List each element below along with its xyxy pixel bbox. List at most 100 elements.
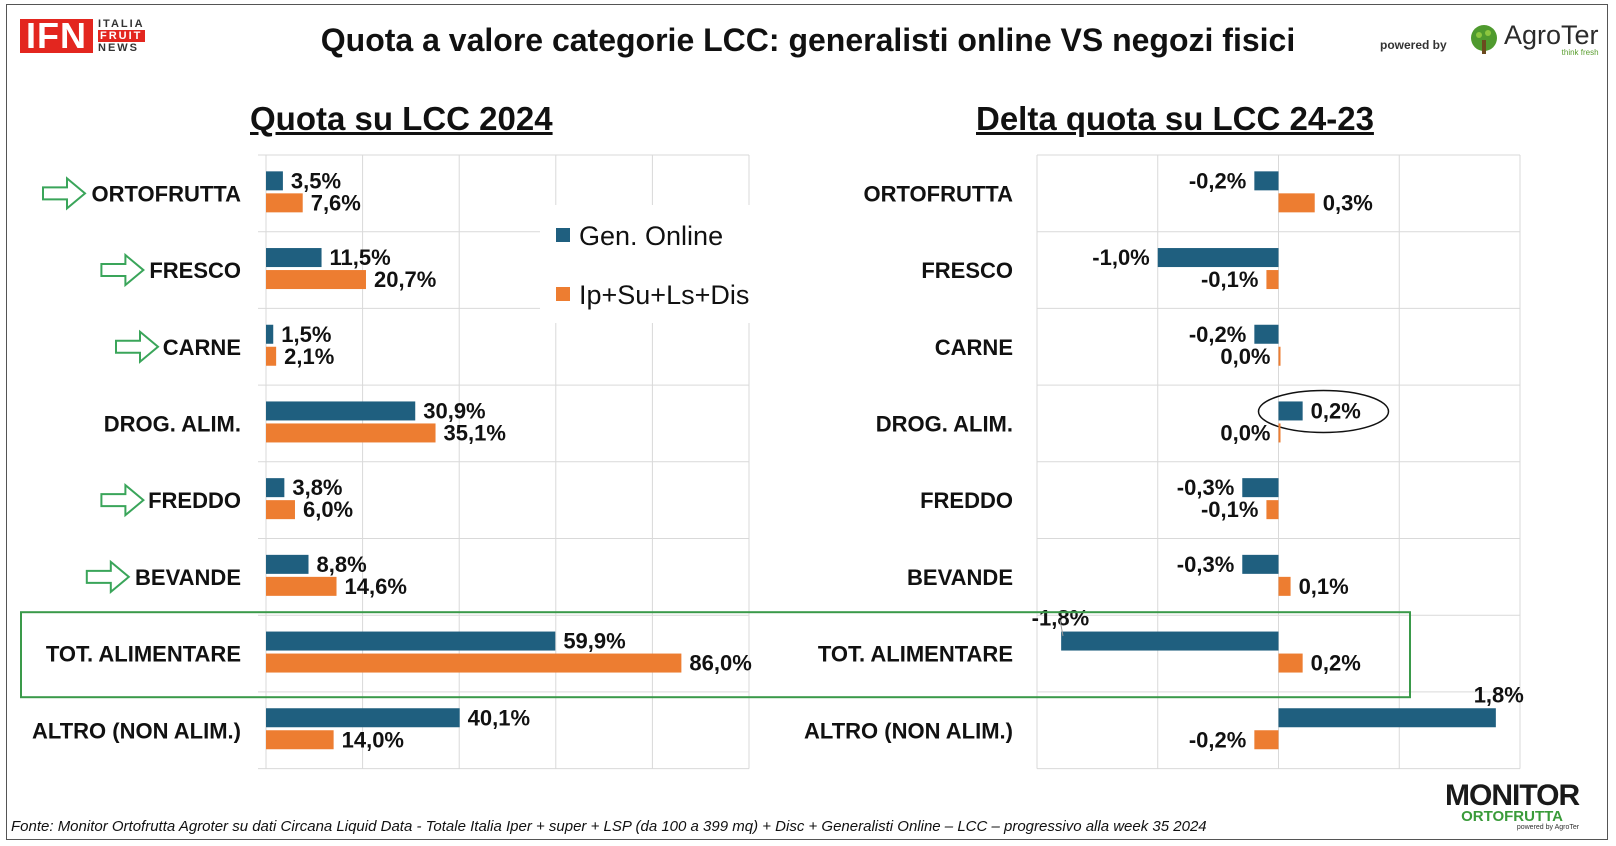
ifn-line-1: ITALIA: [98, 18, 145, 30]
left-bar-online: [266, 708, 460, 728]
right-chart-title: Delta quota su LCC 24-23: [976, 100, 1374, 137]
left-data-label: 2,1%: [284, 344, 334, 369]
right-bar-online: [1242, 554, 1279, 574]
ifn-line-2: FRUIT: [98, 30, 145, 42]
ortofrutta-word: ORTOFRUTTA: [1461, 808, 1564, 825]
monitor-powered: powered by AgroTer: [1516, 824, 1580, 831]
right-category-label: BEVANDE: [907, 565, 1013, 590]
monitor-ortofrutta-logo: MONITOR ORTOFRUTTA powered by AgroTer: [1445, 779, 1580, 832]
left-bar-physical: [266, 423, 436, 443]
right-data-label: -0,1%: [1201, 497, 1258, 522]
left-bar-physical: [266, 193, 303, 213]
left-category-label: FREDDO: [148, 488, 241, 513]
right-bar-physical: [1278, 193, 1315, 213]
right-bar-online: [1157, 248, 1279, 268]
right-bar-online: [1278, 401, 1303, 421]
right-bar-physical: [1278, 346, 1281, 366]
right-bar-physical: [1278, 423, 1281, 443]
right-data-label: 0,0%: [1220, 344, 1270, 369]
left-bar-online: [266, 478, 285, 498]
right-bar-physical: [1254, 730, 1279, 750]
right-category-label: FRESCO: [921, 258, 1013, 283]
legend-box: [540, 205, 750, 323]
left-data-label: 20,7%: [374, 267, 436, 292]
source-footnote: Fonte: Monitor Ortofrutta Agroter su dat…: [11, 818, 1207, 835]
right-arrow-icon: [100, 483, 145, 518]
left-bar-physical: [266, 500, 295, 520]
left-data-label: 7,6%: [311, 190, 361, 215]
left-bar-online: [266, 554, 309, 574]
right-data-label: -0,3%: [1177, 552, 1234, 577]
right-data-label: 0,3%: [1323, 190, 1373, 215]
left-bar-online: [266, 248, 322, 268]
powered-by-label: powered by: [1380, 38, 1447, 52]
left-data-label: 14,6%: [345, 574, 407, 599]
left-data-label: 14,0%: [342, 727, 404, 752]
left-data-label: 3,5%: [291, 168, 341, 193]
left-data-label: 86,0%: [689, 651, 751, 676]
right-category-label: CARNE: [935, 335, 1013, 360]
right-data-label: 0,2%: [1311, 651, 1361, 676]
left-bar-physical: [266, 730, 334, 750]
ifn-logo: IFN ITALIA FRUIT NEWS: [20, 18, 145, 54]
page-title: Quota a valore categorie LCC: generalist…: [320, 22, 1296, 58]
ifn-logo-text: ITALIA FRUIT NEWS: [98, 18, 145, 54]
agroter-tagline: think fresh: [1561, 48, 1599, 57]
legend-swatch-physical: [556, 287, 570, 301]
right-bar-online: [1242, 478, 1279, 498]
left-data-label: 11,5%: [330, 245, 391, 270]
right-arrow-icon: [100, 252, 145, 288]
left-bar-online: [266, 401, 416, 421]
left-category-label: TOT. ALIMENTARE: [46, 642, 241, 667]
left-bar-physical: [266, 653, 682, 673]
agroter-name: AgroTer: [1504, 20, 1599, 50]
right-arrow-icon: [85, 559, 131, 594]
right-category-label: TOT. ALIMENTARE: [818, 642, 1013, 667]
label-leader-line: [1059, 619, 1064, 637]
left-data-label: 8,8%: [317, 552, 367, 577]
right-bar-online: [1278, 708, 1496, 728]
right-data-label: 0,2%: [1311, 398, 1361, 423]
right-data-label: -0,2%: [1189, 322, 1246, 347]
legend-label-online: Gen. Online: [579, 221, 723, 251]
left-bar-online: [266, 171, 283, 191]
left-bar-physical: [266, 346, 277, 366]
left-bar-physical: [266, 576, 337, 596]
agroter-logo: AgroTer think fresh: [1468, 22, 1599, 57]
right-bar-online: [1061, 631, 1279, 651]
right-data-label: 0,1%: [1299, 574, 1349, 599]
left-category-label: CARNE: [163, 335, 241, 360]
right-arrow-icon: [42, 176, 87, 211]
right-bar-physical: [1266, 500, 1279, 520]
left-data-label: 30,9%: [423, 398, 485, 423]
left-bar-online: [266, 631, 556, 651]
legend-label-physical: Ip+Su+Ls+Dis: [579, 280, 749, 310]
right-category-label: DROG. ALIM.: [876, 411, 1013, 436]
ifn-logo-mark: IFN: [20, 18, 93, 54]
left-data-label: 40,1%: [468, 705, 530, 730]
left-data-label: 35,1%: [444, 420, 506, 445]
left-data-label: 1,5%: [281, 322, 331, 347]
left-data-label: 59,9%: [563, 629, 625, 654]
right-bar-online: [1254, 324, 1279, 344]
right-bar-physical: [1266, 270, 1279, 290]
left-data-label: 6,0%: [303, 497, 353, 522]
tot-alimentare-highlight-box: [20, 611, 1411, 699]
highlight-ellipse: [1257, 389, 1390, 434]
right-data-label: -0,2%: [1189, 168, 1246, 193]
right-data-label: 0,0%: [1220, 420, 1270, 445]
monitor-word: MONITOR: [1445, 779, 1580, 812]
right-category-label: FREDDO: [920, 488, 1013, 513]
ifn-line-3: NEWS: [98, 42, 139, 54]
tree-icon: [1471, 24, 1497, 54]
right-data-label: -0,1%: [1201, 267, 1258, 292]
right-data-label: 1,8%: [1474, 682, 1524, 707]
outer-frame: [6, 4, 1608, 840]
left-chart-title: Quota su LCC 2024: [250, 100, 553, 137]
left-bar-physical: [266, 270, 366, 290]
right-bar-physical: [1278, 653, 1303, 673]
left-bar-online: [266, 324, 274, 344]
right-data-label: -0,2%: [1189, 727, 1246, 752]
